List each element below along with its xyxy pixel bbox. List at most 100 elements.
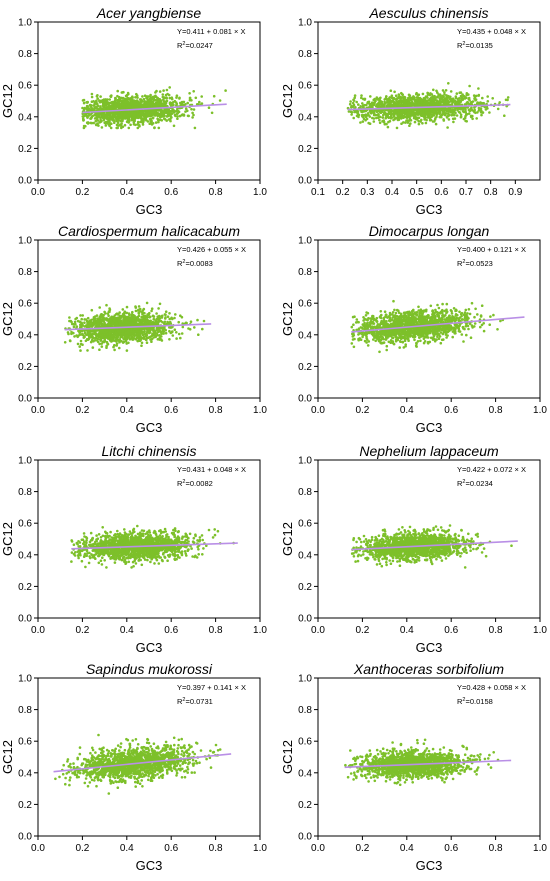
data-point [424,100,427,103]
data-point [153,330,156,333]
data-point [391,104,394,107]
data-point [132,314,135,317]
data-point [474,322,477,325]
data-point [103,341,106,344]
data-point [454,107,457,110]
data-point [383,101,386,104]
data-point [152,336,155,339]
data-point [367,122,370,125]
data-point [107,314,110,317]
data-point [81,330,84,333]
data-point [108,332,111,335]
data-point [135,330,138,333]
data-point [153,127,156,130]
data-point [408,124,411,127]
data-point [159,303,162,306]
data-point [145,118,148,121]
data-point [140,323,143,326]
data-point [91,96,94,99]
data-point [116,124,119,127]
data-point [414,109,417,112]
data-point [409,118,412,121]
data-point [105,324,108,327]
data-point [163,104,166,107]
data-point [398,346,401,349]
data-point [376,103,379,106]
data-point [476,313,479,316]
data-point [101,126,104,129]
y-tick-label: 0.8 [298,49,312,60]
data-point [115,103,118,106]
data-point [114,317,117,320]
data-point [159,112,162,115]
data-point [401,93,404,96]
data-point [96,116,99,119]
data-point [155,121,158,124]
data-point [107,120,110,123]
data-point [417,306,420,309]
data-point [154,91,157,94]
data-point [147,321,150,324]
x-tick-label: 0.3 [360,187,374,198]
data-point [461,96,464,99]
data-point [162,89,165,92]
data-point [440,98,443,101]
data-point [123,312,126,315]
data-point [161,119,164,122]
data-point [86,121,89,124]
data-point [93,323,96,326]
data-point [371,117,374,120]
data-point [477,87,480,90]
data-point [350,113,353,116]
x-tick-label: 1.0 [253,405,267,416]
data-point [395,312,398,315]
r-squared-value: 0.0083 [190,259,213,268]
data-point [451,109,454,112]
data-point [425,122,428,125]
data-point [86,322,89,325]
data-point [403,98,406,101]
data-point [93,103,96,106]
y-tick-label: 0.8 [18,49,32,60]
data-point [154,109,157,112]
data-point [361,102,364,105]
data-point [445,101,448,104]
data-point [135,310,138,313]
data-point [203,320,206,323]
data-point [377,98,380,101]
data-point [137,114,140,117]
data-point [99,95,102,98]
data-point [507,96,510,99]
data-point [435,114,438,117]
y-axis-label: GC12 [0,302,15,336]
data-point [475,98,478,101]
x-axis-label: GC3 [136,420,163,435]
data-point [170,326,173,329]
data-point [156,118,159,121]
data-point [176,109,179,112]
data-point [416,99,419,102]
data-point [114,106,117,109]
data-point [83,330,86,333]
chart-title: Cardiospermum halicacabum [58,223,240,239]
x-tick-label: 0.8 [209,405,223,416]
data-point [97,105,100,108]
data-point [468,85,471,88]
data-point [142,328,145,331]
data-point [352,316,355,319]
data-point [157,331,160,334]
data-point [464,117,467,120]
data-point [101,316,104,319]
data-point [103,322,106,325]
data-point [174,100,177,103]
data-point [83,102,86,105]
data-point [392,300,395,303]
data-point [414,121,417,124]
data-point [357,103,360,106]
data-point [458,91,461,94]
data-point [439,115,442,118]
data-point [174,313,177,316]
data-point [82,115,85,118]
data-point [178,97,181,100]
data-point [115,344,118,347]
